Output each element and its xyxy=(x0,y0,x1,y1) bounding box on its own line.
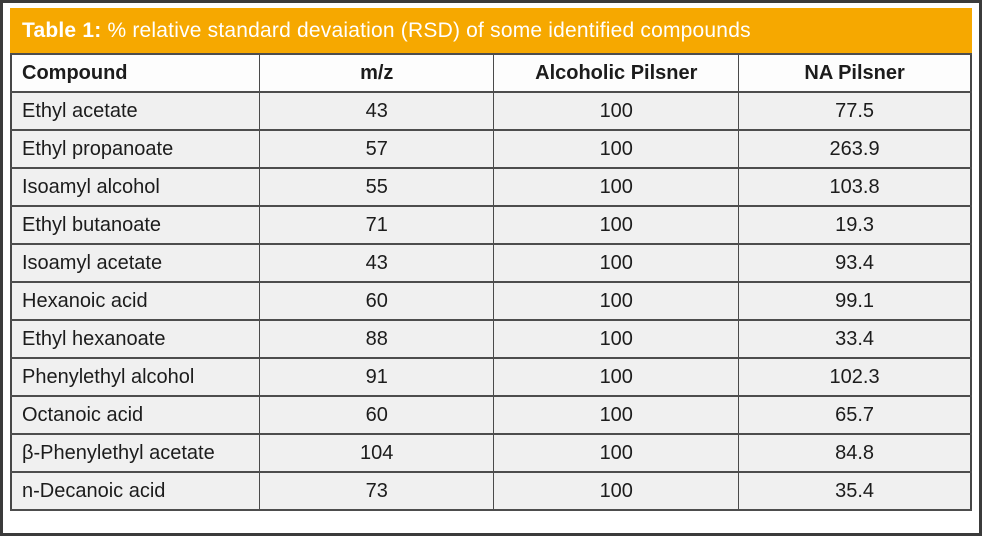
cell-na-pilsner: 99.1 xyxy=(738,281,972,321)
cell-na-pilsner: 33.4 xyxy=(738,319,972,359)
cell-mz: 91 xyxy=(259,357,495,397)
cell-alcoholic-pilsner: 100 xyxy=(493,205,740,245)
table-caption-text: % relative standard devaiation (RSD) of … xyxy=(101,18,751,42)
cell-alcoholic-pilsner: 100 xyxy=(493,319,740,359)
cell-na-pilsner: 84.8 xyxy=(738,433,972,473)
table-row: Octanoic acid 60 100 65.7 xyxy=(10,395,972,435)
table-caption-label: Table 1: xyxy=(22,18,102,42)
header-row: Compound m/z Alcoholic Pilsner NA Pilsne… xyxy=(10,53,972,93)
cell-mz: 43 xyxy=(259,243,495,283)
cell-compound: Ethyl butanoate xyxy=(10,205,261,245)
cell-compound: n-Decanoic acid xyxy=(10,471,261,511)
cell-mz: 60 xyxy=(259,395,495,435)
cell-mz: 88 xyxy=(259,319,495,359)
table-body: Ethyl acetate 43 100 77.5 Ethyl propanoate 57… xyxy=(10,91,972,511)
cell-alcoholic-pilsner: 100 xyxy=(493,357,740,397)
cell-na-pilsner: 65.7 xyxy=(738,395,972,435)
cell-compound: β-Phenylethyl acetate xyxy=(10,433,261,473)
cell-na-pilsner: 35.4 xyxy=(738,471,972,511)
table-row: Ethyl butanoate 71 100 19.3 xyxy=(10,205,972,245)
cell-alcoholic-pilsner: 100 xyxy=(493,395,740,435)
cell-na-pilsner: 93.4 xyxy=(738,243,972,283)
cell-mz: 71 xyxy=(259,205,495,245)
table-row: Isoamyl alcohol 55 100 103.8 xyxy=(10,167,972,207)
cell-alcoholic-pilsner: 100 xyxy=(493,129,740,169)
column-header-mz: m/z xyxy=(259,53,495,93)
column-header-alcoholic-pilsner: Alcoholic Pilsner xyxy=(493,53,740,93)
cell-alcoholic-pilsner: 100 xyxy=(493,281,740,321)
cell-na-pilsner: 263.9 xyxy=(738,129,972,169)
table-caption-bar: Table 1: % relative standard devaiation … xyxy=(10,8,972,53)
table-row: β-Phenylethyl acetate 104 100 84.8 xyxy=(10,433,972,473)
cell-na-pilsner: 19.3 xyxy=(738,205,972,245)
table-row: Isoamyl acetate 43 100 93.4 xyxy=(10,243,972,283)
cell-na-pilsner: 77.5 xyxy=(738,91,972,131)
cell-alcoholic-pilsner: 100 xyxy=(493,243,740,283)
cell-mz: 55 xyxy=(259,167,495,207)
cell-compound: Isoamyl acetate xyxy=(10,243,261,283)
table-row: Hexanoic acid 60 100 99.1 xyxy=(10,281,972,321)
cell-compound: Ethyl hexanoate xyxy=(10,319,261,359)
rsd-data-table: Compound m/z Alcoholic Pilsner NA Pilsne… xyxy=(10,53,972,511)
cell-alcoholic-pilsner: 100 xyxy=(493,167,740,207)
cell-compound: Isoamyl alcohol xyxy=(10,167,261,207)
cell-compound: Hexanoic acid xyxy=(10,281,261,321)
cell-mz: 57 xyxy=(259,129,495,169)
cell-compound: Ethyl acetate xyxy=(10,91,261,131)
column-header-na-pilsner: NA Pilsner xyxy=(738,53,972,93)
table-row: Ethyl acetate 43 100 77.5 xyxy=(10,91,972,131)
cell-mz: 60 xyxy=(259,281,495,321)
cell-na-pilsner: 103.8 xyxy=(738,167,972,207)
cell-alcoholic-pilsner: 100 xyxy=(493,471,740,511)
cell-alcoholic-pilsner: 100 xyxy=(493,91,740,131)
cell-na-pilsner: 102.3 xyxy=(738,357,972,397)
cell-mz: 43 xyxy=(259,91,495,131)
cell-compound: Ethyl propanoate xyxy=(10,129,261,169)
table-row: Phenylethyl alcohol 91 100 102.3 xyxy=(10,357,972,397)
cell-mz: 73 xyxy=(259,471,495,511)
table-row: Ethyl propanoate 57 100 263.9 xyxy=(10,129,972,169)
table-row: Ethyl hexanoate 88 100 33.4 xyxy=(10,319,972,359)
cell-compound: Octanoic acid xyxy=(10,395,261,435)
table-header: Compound m/z Alcoholic Pilsner NA Pilsne… xyxy=(10,53,972,93)
cell-alcoholic-pilsner: 100 xyxy=(493,433,740,473)
column-header-compound: Compound xyxy=(10,53,261,93)
cell-compound: Phenylethyl alcohol xyxy=(10,357,261,397)
cell-mz: 104 xyxy=(259,433,495,473)
table-row: n-Decanoic acid 73 100 35.4 xyxy=(10,471,972,511)
